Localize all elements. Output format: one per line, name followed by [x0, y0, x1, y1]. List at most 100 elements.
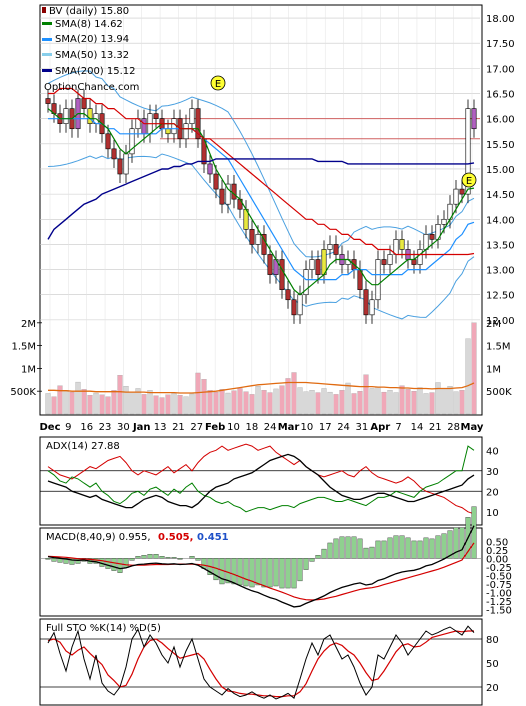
candle-body	[213, 173, 219, 190]
candle-body	[423, 234, 429, 250]
volume-bar	[453, 391, 459, 415]
macd-histogram-bar	[375, 540, 381, 559]
macd-histogram-bar	[471, 506, 477, 559]
volume-bar	[459, 390, 465, 415]
candle-body	[189, 108, 195, 124]
macd-histogram-bar	[165, 557, 171, 559]
volume-bar	[153, 395, 159, 415]
macd-legend-hist: 0.451	[197, 532, 229, 543]
volume-bar	[63, 390, 69, 415]
legend-sma20: SMA(20) 13.94	[55, 34, 129, 45]
candle-body	[45, 98, 51, 104]
candle-body	[279, 259, 285, 290]
macd-histogram-bar	[405, 537, 411, 559]
earnings-marker-label: E	[215, 79, 221, 90]
candle-body	[387, 254, 393, 265]
volume-bar	[177, 395, 183, 415]
legend-sma8: SMA(8) 14.62	[55, 19, 123, 30]
volume-bar	[375, 386, 381, 415]
earnings-marker-label: E	[466, 176, 472, 187]
x-tick-label: 13	[154, 422, 167, 433]
macd-histogram-bar	[441, 533, 447, 559]
x-tick-label: 24	[337, 422, 350, 433]
macd-histogram-bar	[369, 546, 375, 559]
volume-bar	[417, 387, 423, 415]
macd-signal-line	[47, 542, 475, 601]
macd-histogram-bar	[363, 547, 369, 559]
macd-histogram-bar	[117, 558, 123, 573]
candle-body	[417, 249, 423, 265]
volume-bar	[297, 387, 303, 415]
candle-body	[297, 294, 303, 316]
sma200-line	[47, 158, 475, 240]
macd-histogram-bar	[51, 558, 57, 562]
x-tick-label: 14	[411, 422, 424, 433]
candle-body	[393, 239, 399, 255]
macd-histogram-bar	[381, 540, 387, 559]
y-tick-label: 13.50	[486, 240, 515, 251]
candle-body	[195, 108, 201, 140]
volume-bar	[267, 392, 273, 415]
volume-bar	[45, 393, 51, 415]
y-tick-label: 16.50	[486, 90, 515, 101]
x-tick-label: 10	[301, 422, 314, 433]
macd-histogram-bar	[129, 558, 135, 561]
volume-bar	[255, 386, 261, 415]
sma20-line	[48, 118, 475, 281]
x-tick-label: 24	[264, 422, 277, 433]
legend-swatch-sma50	[42, 53, 52, 56]
volume-bar	[249, 394, 255, 415]
y-tick-label: 15.50	[486, 140, 515, 151]
y-tick-label: 0.25	[486, 546, 508, 557]
volume-bar	[159, 397, 165, 415]
candle-body	[441, 218, 447, 225]
y-tick-label: 16.00	[486, 115, 515, 126]
volume-bar	[405, 389, 411, 415]
macd-histogram-bar	[243, 558, 249, 587]
y-tick-label: -0.50	[486, 571, 512, 582]
volume-bar	[279, 385, 285, 415]
volume-bar	[165, 394, 171, 415]
macd-histogram-bar	[141, 555, 147, 559]
macd-histogram-bar	[261, 558, 267, 588]
watermark: OptionChance.com	[44, 82, 139, 93]
volume-bar	[447, 386, 453, 415]
volume-bar	[87, 395, 93, 415]
y-tick-label: 13.00	[486, 266, 515, 277]
y-tick-label: 14.00	[486, 215, 515, 226]
macd-histogram-bar	[255, 558, 261, 586]
legend-swatch-price	[42, 7, 46, 13]
price-panel-frame	[39, 4, 483, 416]
candle-body	[153, 113, 159, 119]
candle-body	[105, 133, 111, 150]
volume-bar	[189, 393, 195, 415]
volume-bar	[303, 391, 309, 415]
y-tick-label: 12.50	[486, 291, 515, 302]
x-tick-label: 18	[245, 422, 258, 433]
candle-body	[129, 128, 135, 155]
volume-bar	[93, 392, 99, 415]
candle-body	[309, 259, 315, 270]
macd-histogram-bar	[345, 536, 351, 559]
y-tick-label: 40	[486, 446, 499, 457]
candle-body	[267, 254, 273, 275]
candle-body	[333, 244, 339, 255]
volume-bar	[51, 396, 57, 415]
y-tick-label: 0.00	[486, 554, 508, 565]
volume-bar	[339, 390, 345, 415]
volume-bar	[117, 375, 123, 415]
candle-body	[141, 118, 147, 135]
macd-histogram-bar	[357, 538, 363, 559]
volume-bar	[291, 372, 297, 415]
volume-bar	[273, 388, 279, 415]
macd-histogram-bar	[285, 558, 291, 589]
volume-bar	[123, 386, 129, 415]
candle-body	[315, 259, 321, 275]
candle-body	[429, 234, 435, 240]
macd-histogram-bar	[315, 555, 321, 559]
macd-histogram-bar	[453, 527, 459, 559]
x-tick-label: 16	[80, 422, 93, 433]
volume-bar	[429, 392, 435, 415]
volume-bar	[315, 392, 321, 415]
candle-body	[327, 244, 333, 250]
